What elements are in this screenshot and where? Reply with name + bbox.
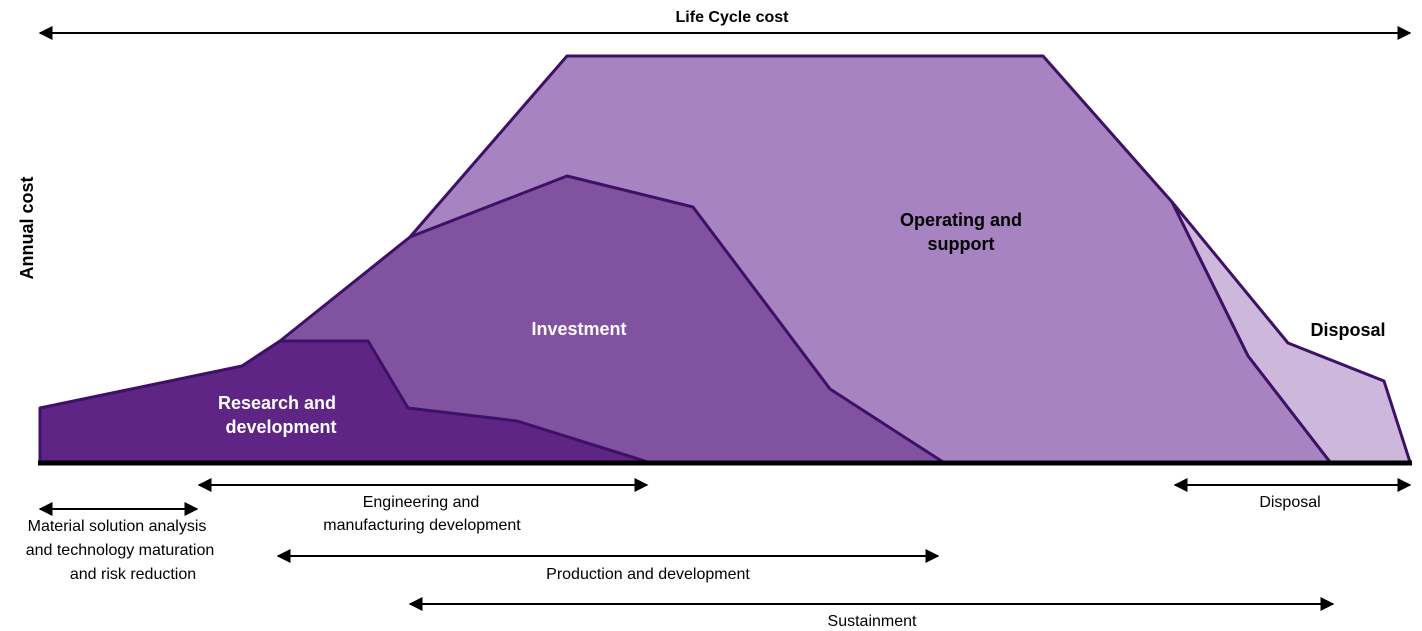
y-axis-label: Annual cost xyxy=(17,176,37,279)
region-label: Research and xyxy=(218,393,336,413)
region-label: Operating and xyxy=(900,210,1022,230)
phase-label: manufacturing development xyxy=(323,517,521,534)
phase-label: and risk reduction xyxy=(70,566,196,583)
phase-label: Sustainment xyxy=(828,613,917,630)
phase-label: Production and development xyxy=(546,566,750,583)
phase-label: Engineering and xyxy=(363,494,480,511)
title: Life Cycle cost xyxy=(676,9,790,26)
phase-label: Disposal xyxy=(1259,494,1320,511)
phase-label: Material solution analysis xyxy=(28,518,207,535)
region-label: Disposal xyxy=(1310,320,1385,340)
region-label: Investment xyxy=(531,319,626,339)
region-label: development xyxy=(225,417,336,437)
phase-label: and technology maturation xyxy=(26,542,215,559)
region-label: support xyxy=(928,234,995,254)
